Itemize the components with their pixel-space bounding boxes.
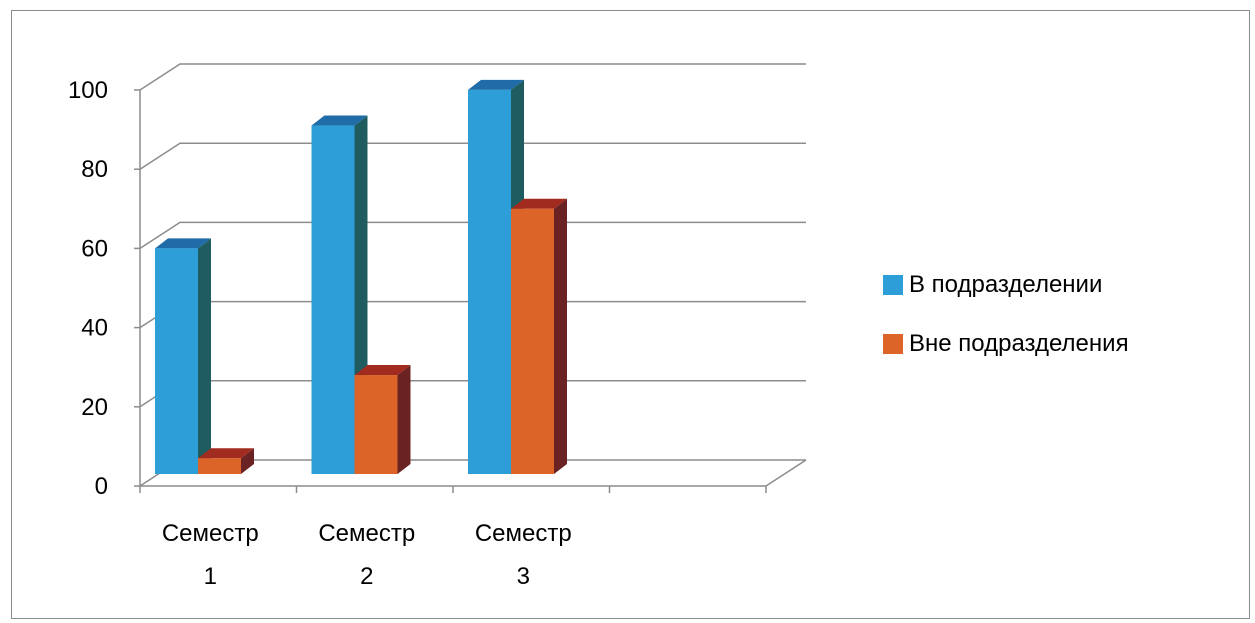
bar-front — [155, 248, 198, 474]
x-axis-labels: Семестр 1 Семестр 2 Семестр 3 — [162, 520, 572, 590]
bar-front — [468, 89, 511, 475]
bar-side — [554, 198, 567, 474]
y-tick-label: 0 — [95, 473, 108, 500]
bar — [311, 115, 368, 474]
bar-top — [198, 448, 254, 459]
bar-side — [198, 238, 211, 474]
y-tick-label: 60 — [81, 235, 108, 262]
bar-top — [468, 79, 524, 90]
bar-side — [397, 365, 411, 474]
legend-item-series-1: В подразделении — [883, 271, 1129, 298]
category-label: Семестр — [475, 520, 572, 547]
bar-front — [311, 125, 355, 474]
bar-front — [511, 208, 554, 474]
bar-top — [511, 198, 567, 209]
bar-front — [198, 458, 241, 474]
bar-side — [241, 448, 254, 474]
y-tick-label: 100 — [68, 77, 108, 104]
category-label: 1 — [204, 563, 217, 590]
grid-line — [139, 63, 806, 91]
bar-top — [155, 238, 211, 249]
bar — [511, 198, 567, 474]
bars — [155, 79, 567, 475]
y-tick-label: 40 — [81, 315, 108, 342]
category-label: Семестр — [318, 520, 415, 547]
bar-top — [311, 115, 368, 126]
category-label: Семестр — [162, 520, 259, 547]
floor-edge — [765, 459, 807, 487]
legend-label-series-1: В подразделении — [909, 271, 1103, 298]
y-tick-label: 80 — [81, 156, 108, 183]
grid-lines — [139, 63, 807, 493]
y-tick-label: 20 — [81, 394, 108, 421]
category-label: 3 — [517, 563, 530, 590]
legend-swatch-series-2 — [883, 334, 903, 354]
chart-frame — [11, 10, 1250, 619]
bar — [155, 238, 211, 474]
bar-top — [354, 365, 411, 376]
y-axis-ticks: 0 20 40 60 80 100 — [68, 77, 140, 500]
legend: В подразделении Вне подразделения — [883, 271, 1129, 390]
legend-item-series-2: Вне подразделения — [883, 330, 1129, 357]
grid-line — [139, 221, 806, 250]
legend-label-series-2: Вне подразделения — [909, 330, 1129, 357]
category-label: 2 — [360, 563, 373, 590]
bar — [198, 448, 254, 474]
bar-front — [354, 375, 398, 474]
bar — [354, 365, 411, 474]
legend-swatch-series-1 — [883, 275, 903, 295]
grid-line — [139, 142, 806, 170]
